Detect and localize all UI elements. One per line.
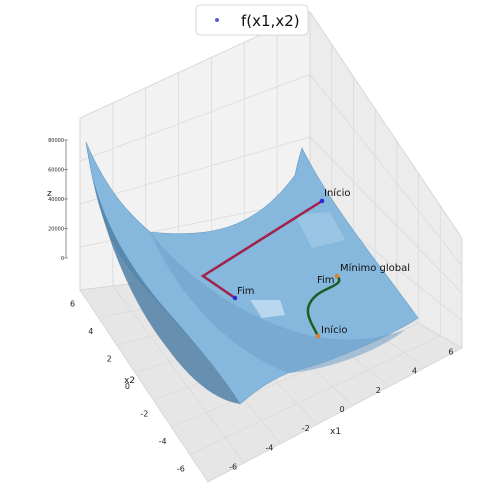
path-1-end-label: Fim xyxy=(237,286,255,297)
legend-label: f(x1,x2) xyxy=(241,12,300,30)
x1-tick-label: -6 xyxy=(229,462,237,471)
z-axis-label: z xyxy=(47,189,52,199)
x2-tick-label: -4 xyxy=(159,437,167,446)
surface-highlight-2 xyxy=(295,212,345,248)
path-1-start-marker xyxy=(319,198,325,204)
grid-line xyxy=(207,347,463,483)
x2-tick-label: 6 xyxy=(70,300,75,309)
legend-box xyxy=(195,4,309,36)
x1-tick-label: 0 xyxy=(339,405,344,414)
surface xyxy=(85,141,419,405)
z-tick-label: 60000 xyxy=(48,168,64,174)
path-2-end-label: Fim xyxy=(317,275,335,286)
path-1-line xyxy=(200,199,323,300)
x1-axis-ticks: -6 -4 -2 0 2 4 6 xyxy=(229,348,453,472)
grid-line xyxy=(112,285,245,464)
path-2-line xyxy=(306,275,341,337)
grid-line xyxy=(309,74,463,266)
z-tick-label: 20000 xyxy=(48,227,64,233)
global-minimum-label: Mínimo global xyxy=(340,262,410,274)
z-tick-label: 40000 xyxy=(48,197,64,203)
z-tick-label: 80000 xyxy=(48,138,64,144)
x2-tick-label: -2 xyxy=(140,409,148,418)
x2-tick-label: 4 xyxy=(88,327,93,336)
surface-highlight xyxy=(250,300,285,318)
x2-tick-label: -6 xyxy=(177,464,185,473)
x2-axis-label: x2 xyxy=(124,376,135,386)
x1-tick-label: 6 xyxy=(448,348,453,357)
x2-tick-label: 0 xyxy=(125,382,130,391)
path-1-end-marker xyxy=(232,295,238,301)
x2-tick-label: 2 xyxy=(107,355,112,364)
grid-line xyxy=(79,289,209,483)
x1-axis-label: x1 xyxy=(330,427,341,437)
legend-marker xyxy=(215,18,219,22)
grid-line xyxy=(309,11,463,239)
x1-tick-label: 4 xyxy=(412,367,417,376)
path-1-start-label: Início xyxy=(324,187,350,199)
grid-line xyxy=(189,335,441,455)
path-2-start-marker xyxy=(315,333,321,339)
grid-line xyxy=(79,136,311,205)
z-axis-ticks: 0 20000 40000 60000 80000 xyxy=(48,138,68,262)
grid-line xyxy=(309,136,463,294)
z-tick-label: 0 xyxy=(61,256,64,262)
x1-tick-label: 2 xyxy=(376,386,381,395)
path-2-end-marker xyxy=(334,273,340,279)
x1-tick-label: -2 xyxy=(302,424,310,433)
path-2-start-label: Início xyxy=(321,324,347,336)
x2-axis-ticks: -6 -4 -2 0 2 4 6 xyxy=(70,300,185,474)
grid-line xyxy=(79,74,311,162)
legend: f(x1,x2) xyxy=(195,4,309,36)
x1-tick-label: -4 xyxy=(265,443,273,452)
surface-valley-shade xyxy=(150,232,405,373)
